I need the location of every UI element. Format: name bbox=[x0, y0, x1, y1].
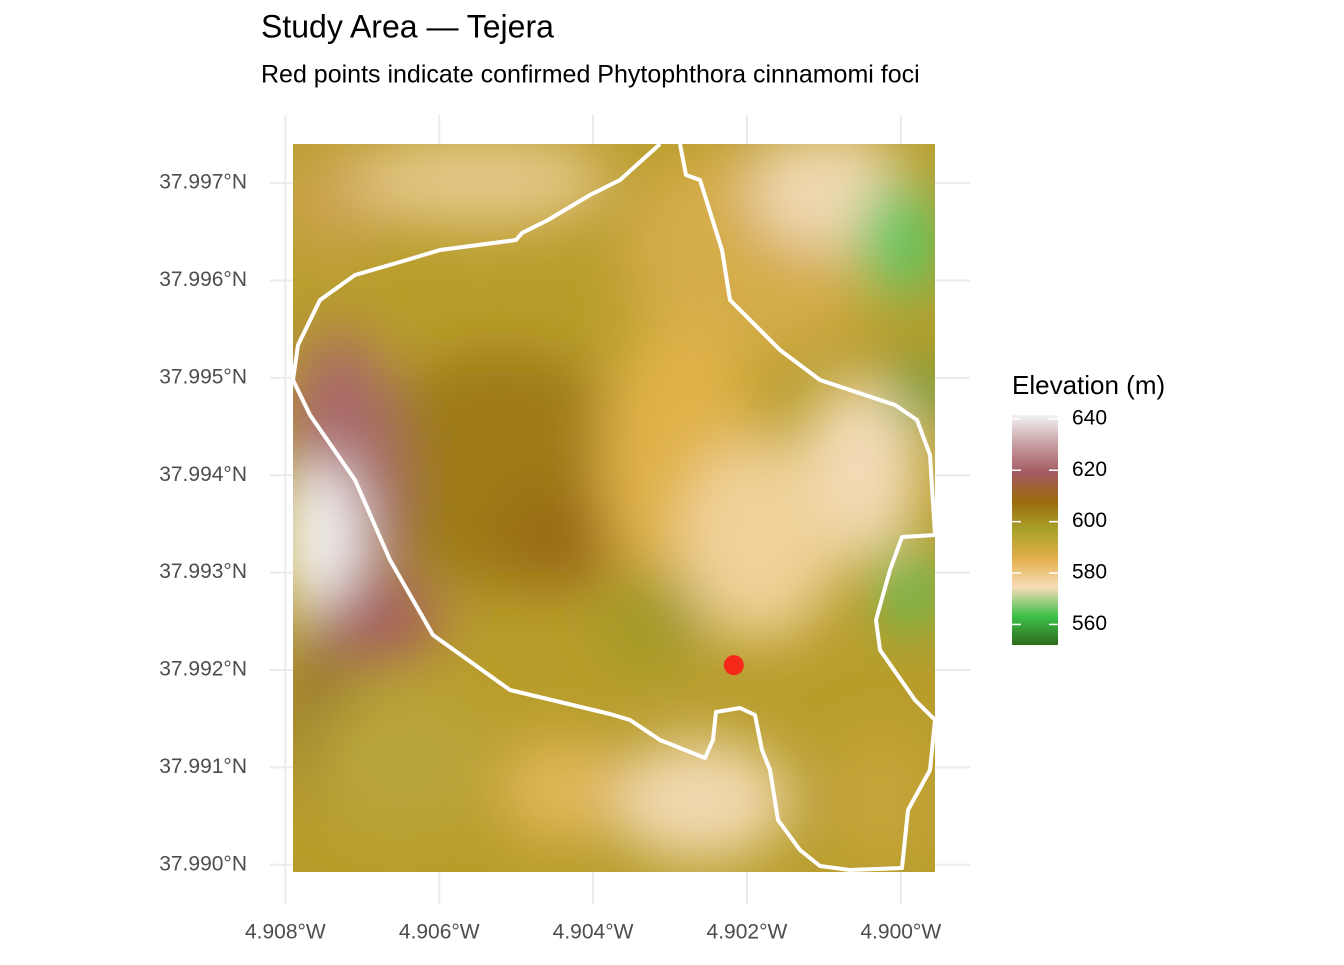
legend-title: Elevation (m) bbox=[1012, 370, 1165, 400]
legend-label: 600 bbox=[1072, 509, 1107, 532]
y-tick-label: 37.994°N bbox=[159, 463, 247, 486]
legend-label: 560 bbox=[1072, 612, 1107, 635]
focus-point bbox=[723, 655, 744, 676]
foci bbox=[723, 655, 744, 676]
subtitle: Red points indicate confirmed Phytophtho… bbox=[261, 61, 920, 89]
colorbar bbox=[1012, 415, 1058, 645]
y-tick-label: 37.991°N bbox=[159, 755, 247, 778]
legend-label: 620 bbox=[1072, 458, 1107, 481]
legend: 560 580 600 620 640 bbox=[1012, 406, 1107, 635]
legend-label: 580 bbox=[1072, 561, 1107, 584]
y-tick-label: 37.992°N bbox=[159, 658, 247, 681]
study-area-boundary bbox=[291, 142, 937, 872]
legend-label: 640 bbox=[1072, 406, 1107, 429]
x-tick-label: 4.906°W bbox=[399, 921, 480, 944]
x-tick-label: 4.902°W bbox=[707, 921, 788, 944]
y-tick-label: 37.990°N bbox=[159, 852, 247, 875]
y-tick-label: 37.993°N bbox=[159, 560, 247, 583]
y-tick-label: 37.997°N bbox=[159, 171, 247, 194]
x-tick-label: 4.900°W bbox=[860, 921, 941, 944]
x-tick-label: 4.904°W bbox=[553, 921, 634, 944]
title: Study Area — Tejera bbox=[261, 8, 554, 44]
x-tick-label: 4.908°W bbox=[245, 921, 326, 944]
y-tick-label: 37.995°N bbox=[159, 365, 247, 388]
elevation-raster bbox=[293, 144, 935, 872]
y-tick-label: 37.996°N bbox=[159, 268, 247, 291]
